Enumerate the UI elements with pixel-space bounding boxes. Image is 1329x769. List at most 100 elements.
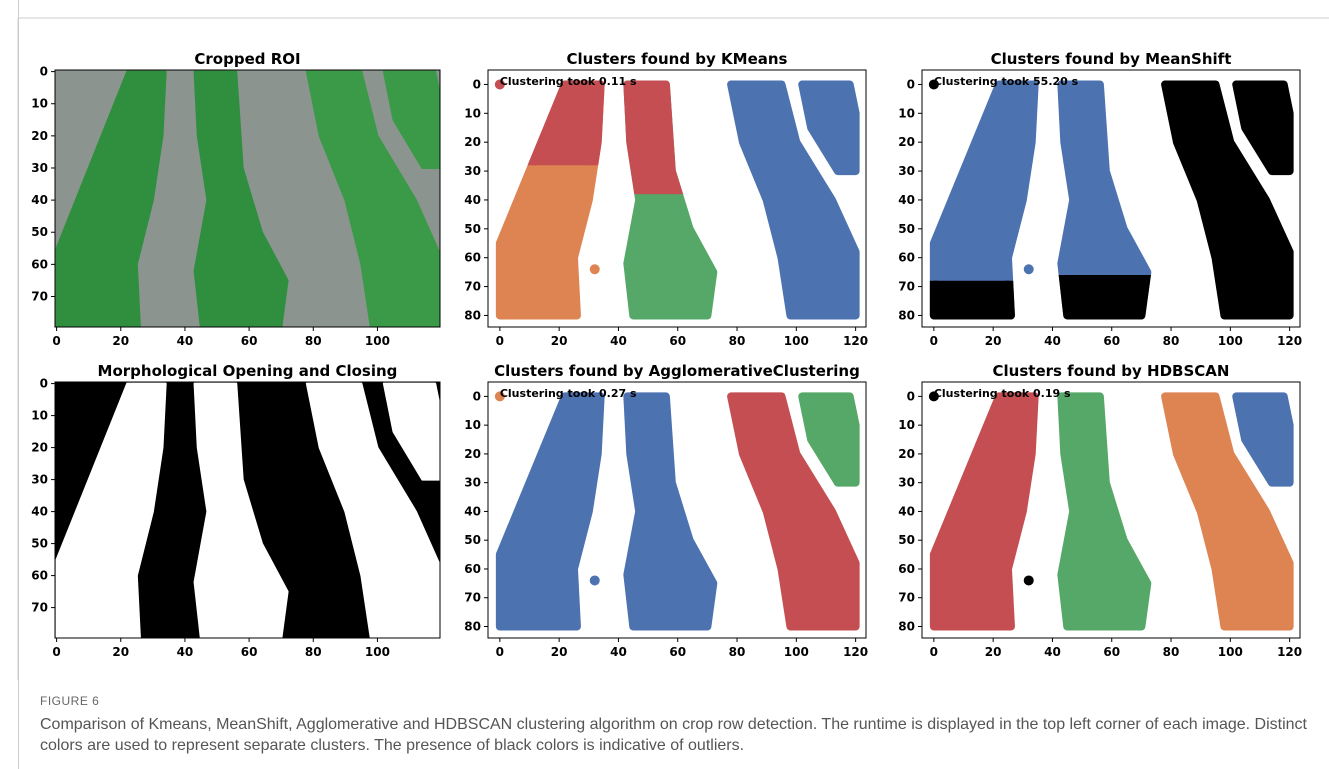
page: Cropped ROI020406080100010203040506070Cl…	[0, 0, 1329, 769]
y-tick-label: 0	[40, 65, 48, 79]
y-tick-label: 50	[31, 537, 48, 551]
y-tick-label: 50	[464, 222, 481, 236]
panel: Clusters found by MeanShift Clustering to…	[898, 50, 1302, 348]
x-tick-label: 60	[1103, 334, 1120, 348]
x-tick-label: 120	[1277, 645, 1302, 659]
y-tick-label: 70	[898, 280, 915, 294]
y-tick-label: 50	[898, 222, 915, 236]
x-tick-label: 40	[1044, 645, 1061, 659]
x-tick-label: 60	[669, 645, 686, 659]
y-tick-label: 10	[31, 409, 48, 423]
x-tick-label: 80	[1163, 334, 1180, 348]
x-tick-label: 120	[1277, 334, 1302, 348]
x-tick-label: 0	[930, 334, 938, 348]
panel: Clusters found by AgglomerativeClusterin…	[464, 362, 868, 659]
y-tick-label: 20	[31, 441, 48, 455]
y-tick-label: 40	[464, 193, 481, 207]
y-tick-label: 70	[464, 280, 481, 294]
x-tick-label: 40	[177, 334, 194, 348]
y-tick-label: 50	[31, 225, 48, 239]
outlier	[590, 264, 600, 274]
y-tick-label: 0	[907, 77, 915, 91]
x-tick-label: 60	[669, 334, 686, 348]
x-tick-label: 100	[365, 334, 390, 348]
y-tick-label: 0	[473, 77, 481, 91]
panel-title: Clusters found by HDBSCAN	[993, 362, 1230, 380]
y-tick-label: 70	[31, 289, 48, 303]
frame-left-ext	[18, 0, 19, 769]
y-tick-label: 40	[31, 193, 48, 207]
x-tick-label: 20	[551, 334, 568, 348]
y-tick-label: 30	[898, 476, 915, 490]
x-tick-label: 20	[985, 645, 1002, 659]
y-tick-label: 70	[898, 591, 915, 605]
y-tick-label: 60	[31, 569, 48, 583]
y-tick-label: 30	[464, 164, 481, 178]
x-tick-label: 80	[729, 334, 746, 348]
y-tick-label: 70	[31, 601, 48, 615]
y-tick-label: 60	[31, 257, 48, 271]
x-tick-label: 100	[784, 334, 809, 348]
y-tick-label: 0	[473, 389, 481, 403]
x-tick-label: 100	[1218, 334, 1243, 348]
outlier	[590, 575, 600, 585]
y-tick-label: 50	[898, 533, 915, 547]
x-tick-label: 100	[365, 645, 390, 659]
x-tick-label: 20	[112, 645, 129, 659]
outlier	[1024, 575, 1034, 585]
x-tick-label: 0	[496, 334, 504, 348]
x-tick-label: 20	[551, 645, 568, 659]
x-tick-label: 60	[241, 645, 258, 659]
x-tick-label: 40	[610, 334, 627, 348]
outlier	[1024, 264, 1034, 274]
x-tick-label: 60	[1103, 645, 1120, 659]
x-tick-label: 0	[930, 645, 938, 659]
y-tick-label: 80	[898, 308, 915, 322]
y-tick-label: 20	[464, 447, 481, 461]
runtime-annotation: Clustering took 0.27 s	[500, 387, 637, 400]
y-tick-label: 20	[898, 447, 915, 461]
x-tick-label: 80	[305, 334, 322, 348]
panel: Morphological Opening and Closing 0 20 40 60…	[31, 362, 441, 659]
y-tick-label: 30	[31, 473, 48, 487]
panel-title: Clusters found by KMeans	[567, 50, 788, 68]
y-tick-label: 0	[40, 377, 48, 391]
y-tick-label: 60	[898, 562, 915, 576]
y-tick-label: 30	[898, 164, 915, 178]
x-tick-label: 80	[305, 645, 322, 659]
y-tick-label: 80	[898, 619, 915, 633]
y-tick-label: 40	[31, 505, 48, 519]
x-tick-label: 120	[843, 645, 868, 659]
x-tick-label: 20	[112, 334, 129, 348]
y-tick-label: 30	[31, 161, 48, 175]
y-tick-label: 60	[898, 251, 915, 265]
figure-caption: Comparison of Kmeans, MeanShift, Agglome…	[40, 714, 1310, 756]
y-tick-label: 10	[898, 418, 915, 432]
y-tick-label: 10	[464, 418, 481, 432]
y-tick-label: 80	[464, 619, 481, 633]
y-tick-label: 10	[464, 106, 481, 120]
x-tick-label: 60	[241, 334, 258, 348]
runtime-annotation: Clustering took 55.20 s	[934, 75, 1079, 88]
y-tick-label: 20	[464, 135, 481, 149]
y-tick-label: 40	[464, 504, 481, 518]
x-tick-label: 80	[729, 645, 746, 659]
x-tick-label: 40	[1044, 334, 1061, 348]
panel-title: Clusters found by MeanShift	[991, 50, 1232, 68]
runtime-annotation: Clustering took 0.11 s	[500, 75, 637, 88]
x-tick-label: 0	[52, 645, 60, 659]
x-tick-label: 0	[52, 334, 60, 348]
x-tick-label: 0	[496, 645, 504, 659]
y-tick-label: 20	[898, 135, 915, 149]
x-tick-label: 120	[843, 334, 868, 348]
y-tick-label: 80	[464, 308, 481, 322]
x-tick-label: 40	[610, 645, 627, 659]
y-tick-label: 60	[464, 562, 481, 576]
panel-title: Clusters found by AgglomerativeClusterin…	[494, 362, 860, 380]
y-tick-label: 10	[31, 97, 48, 111]
x-tick-label: 20	[985, 334, 1002, 348]
panel-title: Morphological Opening and Closing	[98, 362, 398, 380]
